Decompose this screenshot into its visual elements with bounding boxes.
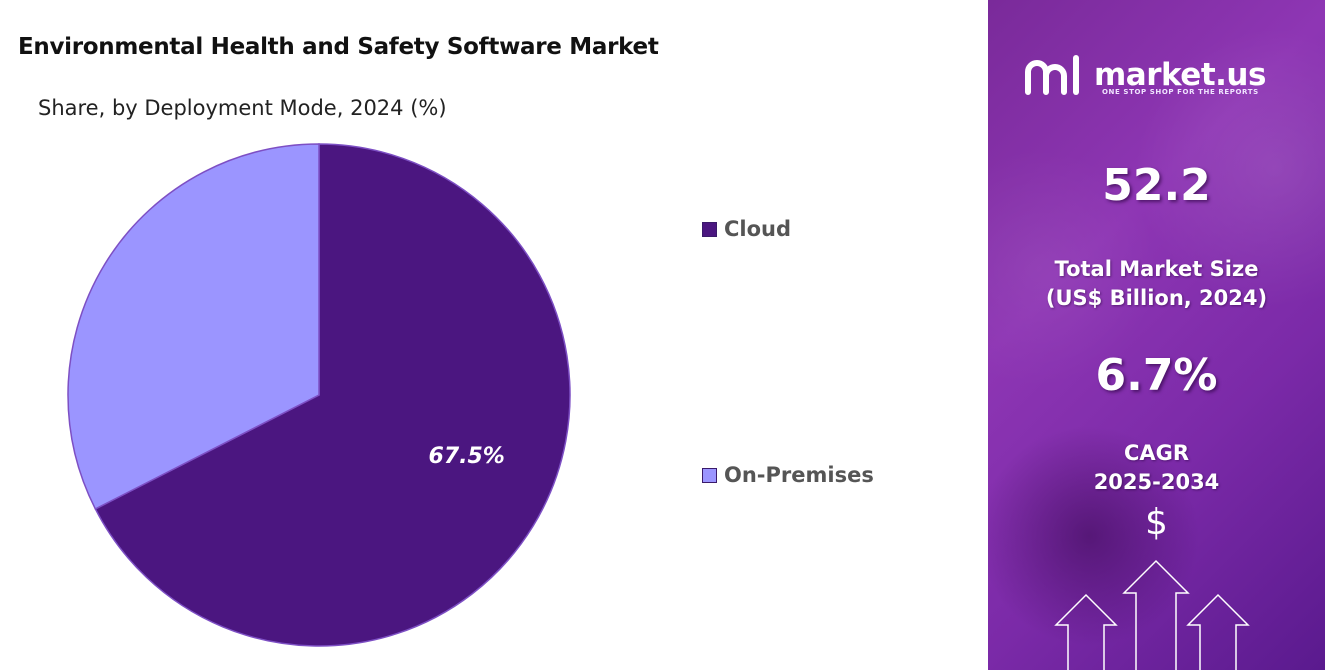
stats-sidebar: market.us ONE STOP SHOP FOR THE REPORTS …	[988, 0, 1325, 670]
market-size-value: 52.2	[1102, 160, 1211, 211]
dollar-icon: $	[1145, 502, 1168, 543]
pie-slice-on-premises	[67, 143, 320, 510]
legend-item-cloud: Cloud	[702, 217, 791, 241]
cagr-value: 6.7%	[1095, 350, 1218, 401]
legend-swatch-on-premises	[702, 467, 717, 483]
legend-item-on-premises: On-Premises	[702, 463, 874, 487]
cagr-label-line2: 2025-2034	[1093, 470, 1220, 494]
legend-label-cloud: Cloud	[724, 217, 792, 241]
pie-slice-cloud	[94, 143, 571, 647]
brand-tagline: ONE STOP SHOP FOR THE REPORTS	[1102, 88, 1259, 96]
chart-panel: Environmental Health and Safety Software…	[18, 34, 874, 647]
brand-logo: market.us	[1024, 52, 1266, 98]
cagr-label-line1: CAGR	[1123, 441, 1190, 465]
market-us-logo-icon	[1025, 55, 1079, 95]
legend-label-on-premises: On-Premises	[724, 463, 874, 487]
chart-subtitle: Share, by Deployment Mode, 2024 (%)	[38, 96, 447, 120]
brand-name: market.us	[1094, 56, 1266, 93]
legend-swatch-cloud	[702, 221, 717, 237]
data-label-cloud: 67.5%	[429, 444, 505, 469]
market-size-label-line1: Total Market Size	[1054, 257, 1259, 281]
chart-title: Environmental Health and Safety Software…	[18, 34, 659, 60]
growth-arrows-icon	[1054, 559, 1250, 670]
pie-chart: 67.5%	[67, 143, 571, 647]
market-size-label-line2: (US$ Billion, 2024)	[1045, 286, 1268, 310]
